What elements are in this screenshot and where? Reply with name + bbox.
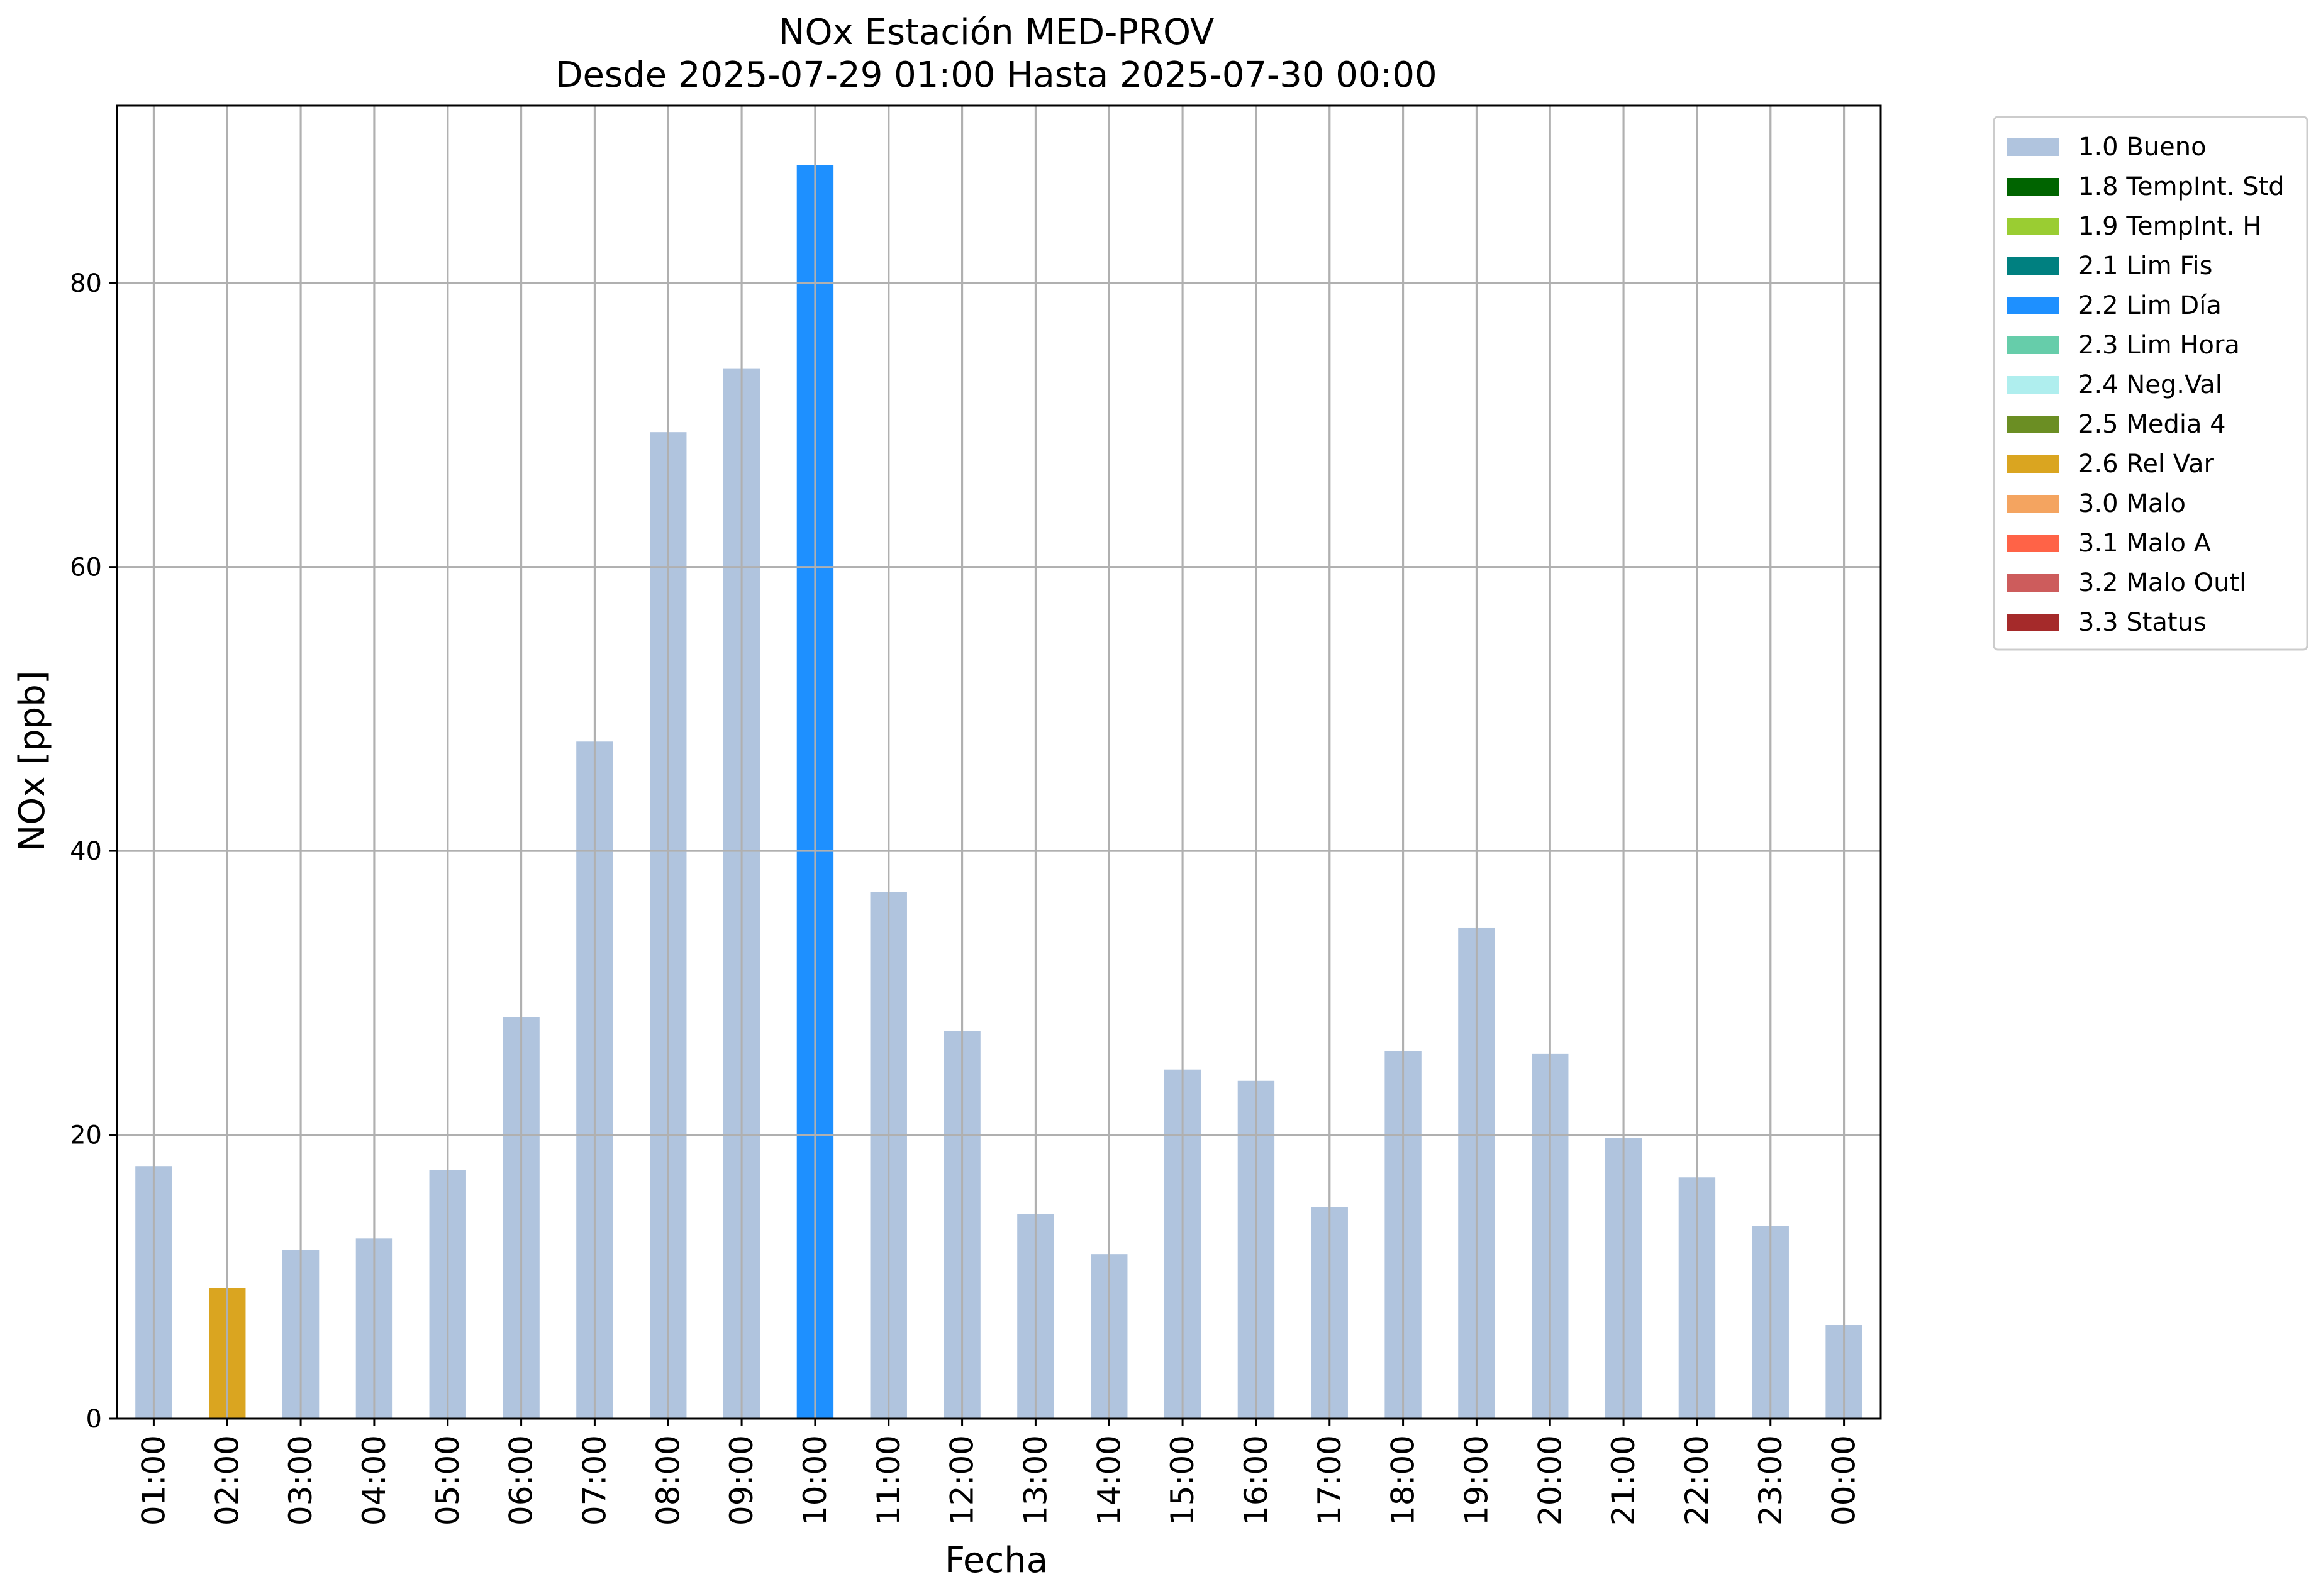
legend-swatch (2007, 257, 2059, 275)
chart-subtitle: Desde 2025-07-29 01:00 Hasta 2025-07-30 … (555, 55, 1437, 96)
x-axis: 01:00 02:00 03:00 04:00 05:00 06:00 07:00 08:00… (135, 1419, 1862, 1526)
y-axis-label: NOx [ppb] (12, 670, 53, 851)
legend-swatch (2007, 218, 2059, 235)
x-tick-label: 19:00 (1458, 1435, 1495, 1526)
legend-label: 3.2 Malo Outl (2078, 568, 2246, 597)
legend-box (1993, 116, 2308, 651)
legend-label: 1.0 Bueno (2078, 133, 2207, 162)
bars-layer (117, 106, 1881, 1420)
x-axis-label: Fecha (945, 1540, 1048, 1581)
y-tick-label: 20 (70, 1121, 102, 1150)
x-tick-label: 11:00 (871, 1435, 907, 1526)
y-tick-label: 40 (70, 837, 102, 866)
x-tick-label: 16:00 (1238, 1435, 1274, 1526)
x-tick-label: 14:00 (1091, 1435, 1127, 1526)
legend-label: 3.1 Malo A (2078, 529, 2212, 558)
legend-label: 2.3 Lim Hora (2078, 331, 2240, 360)
legend-swatch (2007, 297, 2059, 314)
x-tick-label: 12:00 (944, 1435, 981, 1526)
chart-title: NOx Estación MED-PROV (779, 12, 1215, 53)
x-tick-label: 10:00 (797, 1435, 833, 1526)
legend-label: 1.8 TempInt. Std (2078, 172, 2285, 201)
legend-swatch (2007, 336, 2059, 354)
x-tick-label: 15:00 (1164, 1435, 1201, 1526)
x-tick-label: 07:00 (576, 1435, 613, 1526)
legend-label: 1.9 TempInt. H (2078, 212, 2261, 241)
y-tick-label: 0 (86, 1405, 102, 1434)
x-tick-label: 00:00 (1826, 1435, 1862, 1526)
legend-swatch (2007, 495, 2059, 513)
legend-swatch (2007, 178, 2059, 196)
x-tick-label: 02:00 (209, 1435, 245, 1526)
legend-label: 2.2 Lim Día (2078, 291, 2222, 320)
x-tick-label: 18:00 (1385, 1435, 1422, 1526)
x-tick-label: 09:00 (723, 1435, 760, 1526)
legend-label: 2.6 Rel Var (2078, 450, 2215, 479)
x-tick-label: 21:00 (1605, 1435, 1642, 1526)
legend-swatch (2007, 455, 2059, 473)
legend-label: 2.4 Neg.Val (2078, 370, 2222, 399)
x-tick-label: 08:00 (650, 1435, 686, 1526)
legend: 1.0 Bueno 1.8 TempInt. Std 1.9 TempInt. H 2… (1993, 116, 2308, 651)
y-axis: 0 20 40 60 80 (70, 269, 117, 1434)
x-tick-label: 01:00 (135, 1435, 172, 1526)
y-tick-label: 60 (70, 553, 102, 582)
plot-frame (116, 104, 1882, 1420)
legend-swatch (2007, 376, 2059, 394)
legend-swatch (2007, 138, 2059, 156)
legend-label: 2.1 Lim Fis (2078, 252, 2212, 280)
x-tick-label: 04:00 (356, 1435, 392, 1526)
x-tick-label: 22:00 (1679, 1435, 1715, 1526)
legend-swatch (2007, 574, 2059, 592)
x-tick-label: 06:00 (503, 1435, 540, 1526)
legend-swatch (2007, 416, 2059, 433)
x-tick-label: 17:00 (1311, 1435, 1348, 1526)
y-tick-label: 80 (70, 269, 102, 298)
x-tick-label: 23:00 (1752, 1435, 1789, 1526)
x-tick-label: 05:00 (430, 1435, 466, 1526)
x-tick-label: 13:00 (1017, 1435, 1054, 1526)
legend-label: 3.3 Status (2078, 608, 2207, 637)
x-tick-label: 20:00 (1532, 1435, 1568, 1526)
legend-label: 2.5 Media 4 (2078, 410, 2226, 439)
legend-swatch (2007, 535, 2059, 552)
grid-overlay (117, 106, 1881, 1420)
x-tick-label: 03:00 (282, 1435, 319, 1526)
legend-label: 3.0 Malo (2078, 489, 2186, 518)
legend-swatch (2007, 614, 2059, 631)
